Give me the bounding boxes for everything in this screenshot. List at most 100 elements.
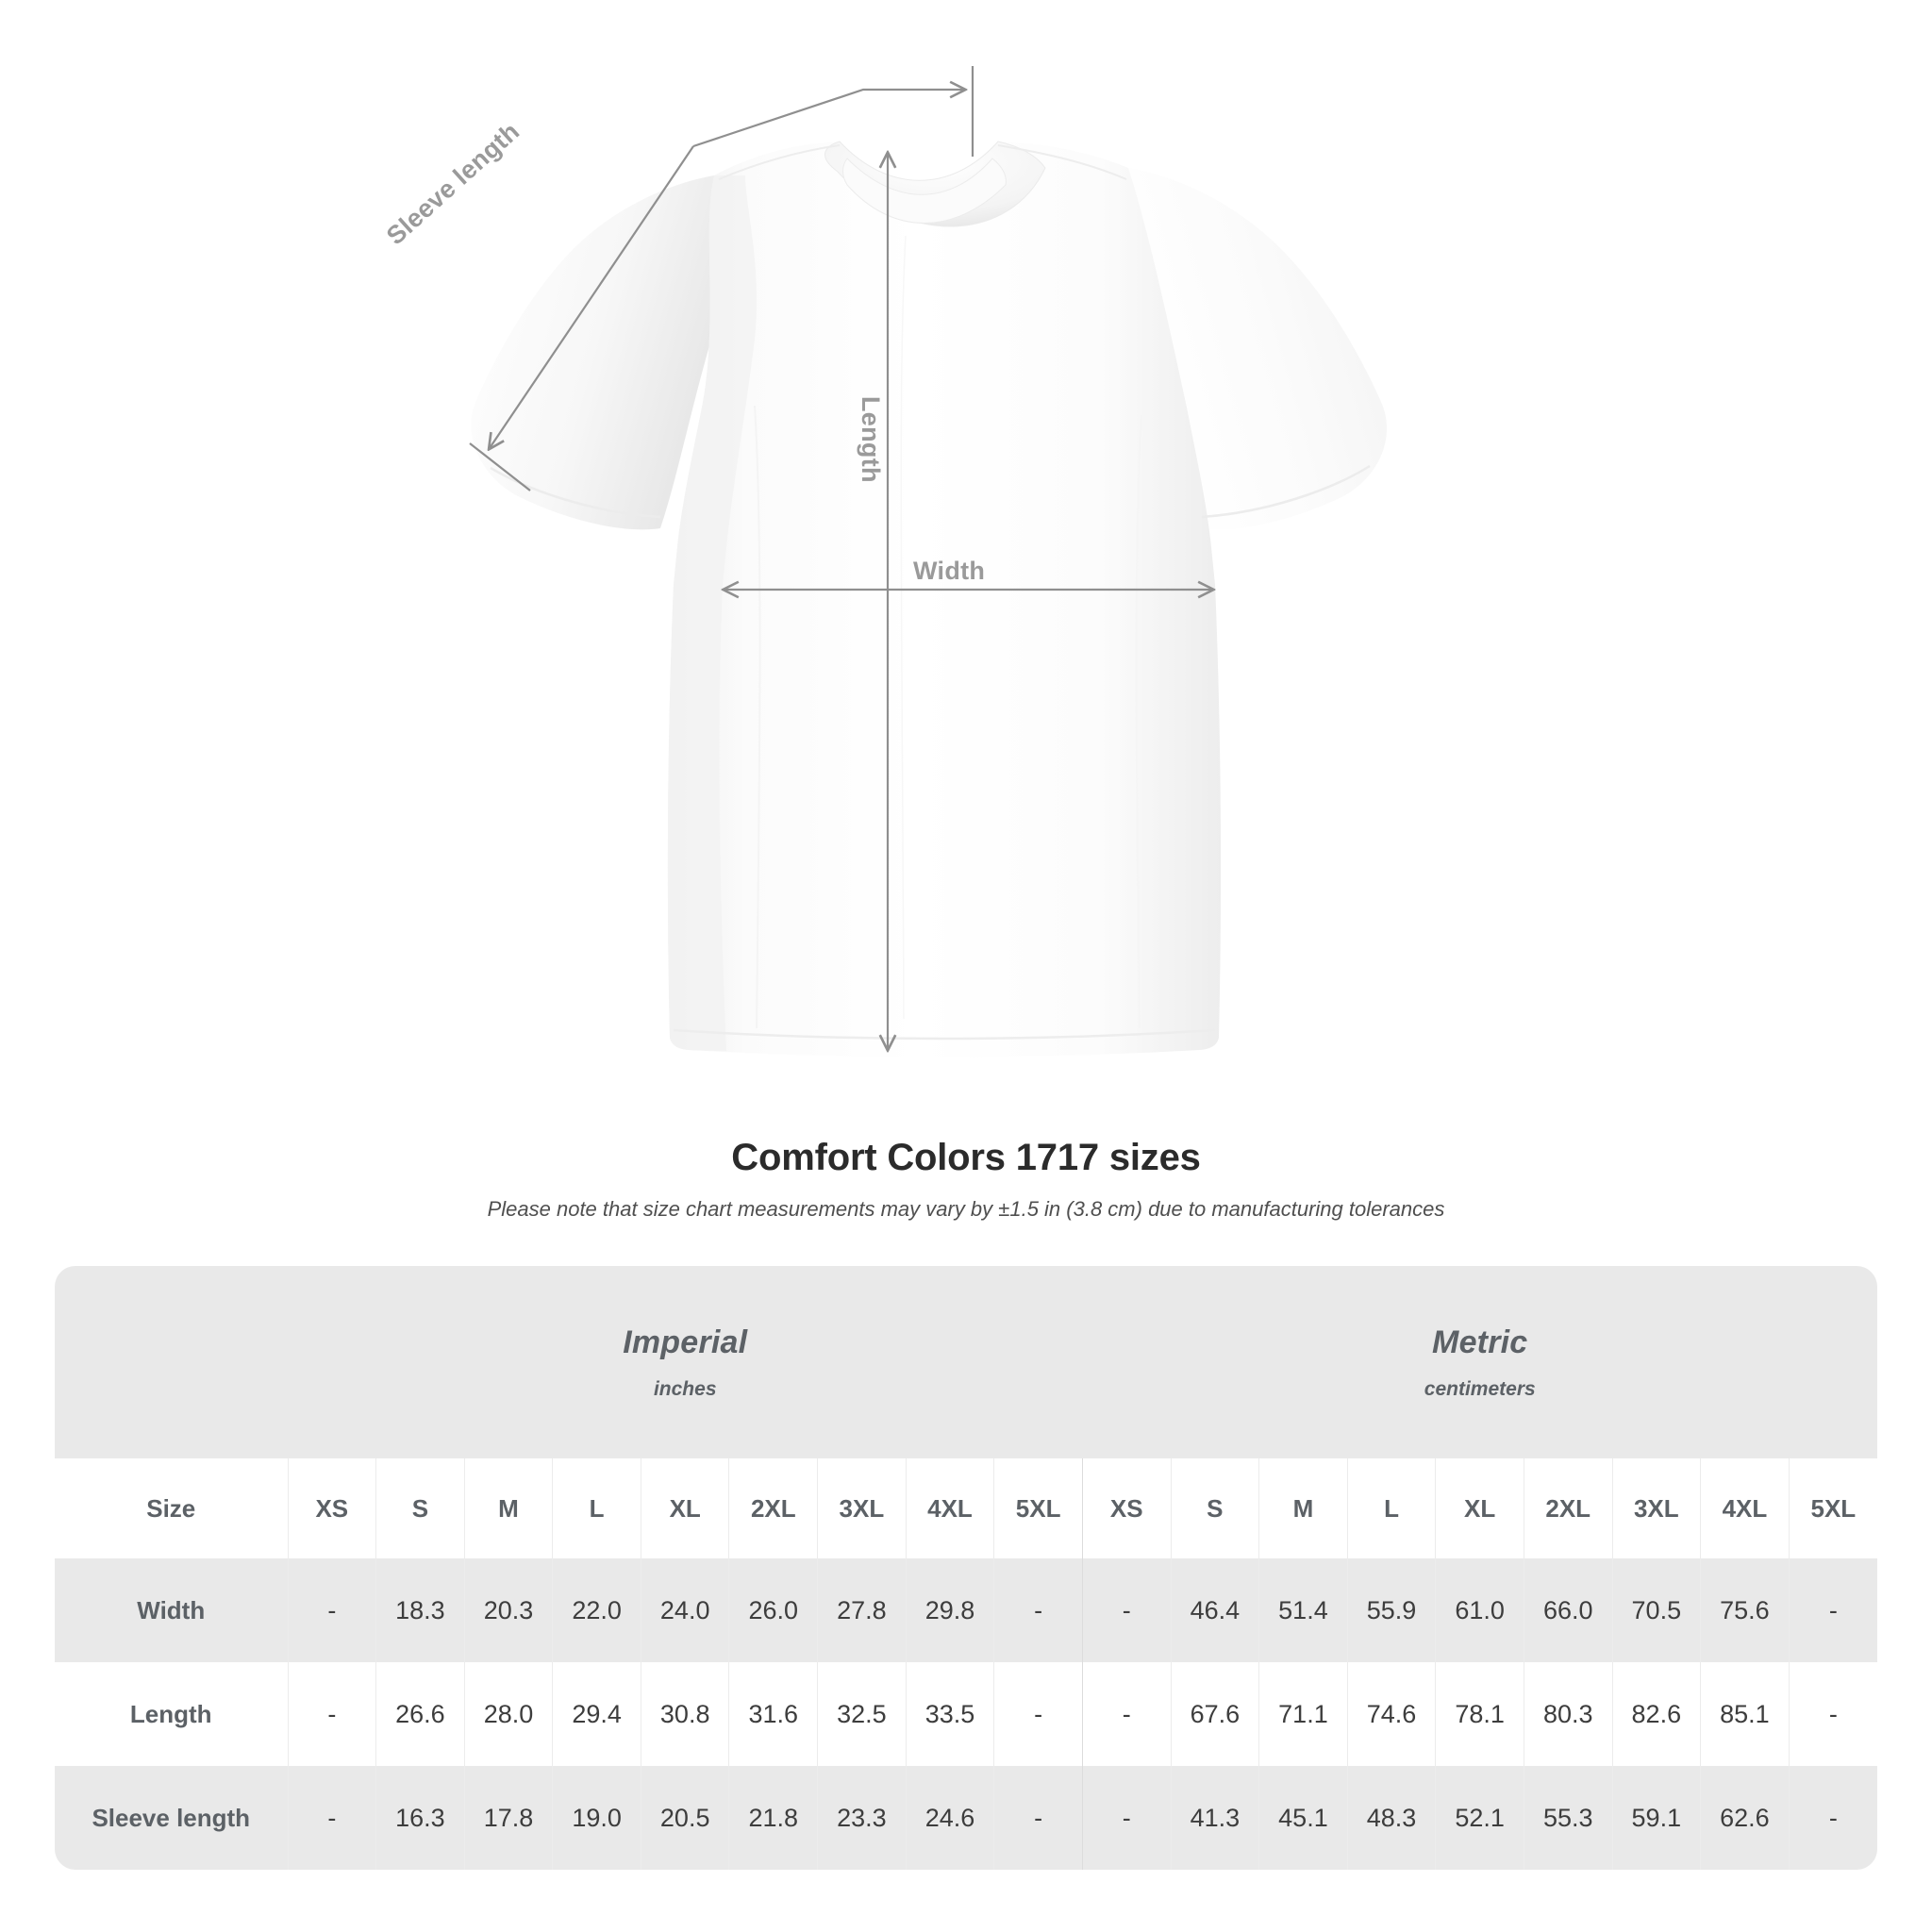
sleeve-dimension-line [490, 145, 694, 448]
shoulder-reference-line [692, 90, 964, 148]
cell-sleeve-length-metric-l: 48.3 [1346, 1766, 1436, 1870]
table-row: Sleeve length -16.3 17.8 19.0 20.5 21.8 23.3 24… [55, 1766, 1877, 1870]
body-shading-left [667, 175, 758, 1051]
size-header-metric-3xl: 3XL [1611, 1458, 1701, 1558]
size-header-metric-s: S [1170, 1458, 1259, 1558]
fold-1 [754, 405, 761, 1029]
unit-header-spacer [55, 1266, 289, 1458]
fold-2 [1135, 414, 1142, 1029]
cell-length-metric-xs: - [1081, 1662, 1172, 1766]
unit-imperial-name: Imperial [623, 1324, 748, 1360]
tolerance-note: Please note that size chart measurements… [487, 1197, 1445, 1221]
cell-length-metric-xl: 78.1 [1435, 1662, 1524, 1766]
cell-width-metric-5xl: - [1788, 1558, 1877, 1662]
row-label-sleeve-length: Sleeve length [55, 1766, 289, 1870]
size-header-imperial-5xl: 5XL [993, 1458, 1083, 1558]
size-table-head: Imperial inches Metric centimeters Size … [55, 1266, 1877, 1558]
cell-width-metric-xl: 61.0 [1435, 1558, 1524, 1662]
right-shoulder-seam [997, 144, 1127, 180]
size-header-metric-xs: XS [1081, 1458, 1172, 1558]
chart-caption: Comfort Colors 1717 sizes Please note th… [0, 1137, 1932, 1222]
cell-sleeve-length-imperial-m: 17.8 [463, 1766, 553, 1870]
width-label: Width [913, 557, 986, 585]
size-header-metric-5xl: 5XL [1788, 1458, 1877, 1558]
cell-width-imperial-3xl: 27.8 [817, 1558, 907, 1662]
cell-sleeve-length-imperial-5xl: - [993, 1766, 1083, 1870]
bottom-hem [673, 1028, 1216, 1041]
cell-length-metric-l: 74.6 [1346, 1662, 1436, 1766]
cell-sleeve-length-metric-s: 41.3 [1170, 1766, 1259, 1870]
tshirt-illustration: Sleeve length Length Width [381, 66, 1388, 1058]
size-header-metric-4xl: 4XL [1700, 1458, 1790, 1558]
size-table: Imperial inches Metric centimeters Size … [55, 1266, 1877, 1870]
cell-sleeve-length-metric-5xl: - [1788, 1766, 1877, 1870]
left-sleeve-hem [490, 466, 661, 519]
unit-metric-sub: centimeters [1424, 1377, 1536, 1400]
cell-sleeve-length-imperial-2xl: 21.8 [728, 1766, 818, 1870]
cell-width-metric-xs: - [1081, 1558, 1172, 1662]
size-header-row: Size XS S M L XL 2XL 3XL 4XL 5XL XS S M L XL 2XL 3XL 4XL… [55, 1458, 1877, 1558]
cell-width-imperial-2xl: 26.0 [728, 1558, 818, 1662]
unit-metric-name: Metric [1432, 1324, 1528, 1360]
size-header-imperial-3xl: 3XL [817, 1458, 907, 1558]
cell-length-imperial-2xl: 31.6 [728, 1662, 818, 1766]
cell-width-imperial-s: 18.3 [375, 1558, 465, 1662]
size-header-metric-2xl: 2XL [1523, 1458, 1613, 1558]
cell-sleeve-length-metric-xs: - [1081, 1766, 1172, 1870]
length-label: Length [857, 396, 885, 483]
cell-width-imperial-xl: 24.0 [640, 1558, 729, 1662]
row-label-width: Width [55, 1558, 289, 1662]
cell-width-imperial-m: 20.3 [463, 1558, 553, 1662]
cell-width-imperial-xs: - [287, 1558, 376, 1662]
cell-sleeve-length-imperial-4xl: 24.6 [905, 1766, 994, 1870]
cell-sleeve-length-metric-2xl: 55.3 [1523, 1766, 1613, 1870]
cell-length-metric-5xl: - [1788, 1662, 1877, 1766]
cell-width-metric-l: 55.9 [1346, 1558, 1436, 1662]
cell-width-metric-s: 46.4 [1170, 1558, 1259, 1662]
unit-imperial-sub: inches [653, 1377, 717, 1400]
cell-sleeve-length-imperial-l: 19.0 [552, 1766, 641, 1870]
table-row: Length -26.6 28.0 29.4 30.8 31.6 32.5 33.5- -67.… [55, 1662, 1877, 1766]
cell-sleeve-length-imperial-3xl: 23.3 [817, 1766, 907, 1870]
right-sleeve-hem [1201, 464, 1371, 519]
tshirt-diagram-svg [469, 66, 1388, 1058]
table-row: Width -18.3 20.3 22.0 24.0 26.0 27.8 29.8- -46.4… [55, 1558, 1877, 1662]
row-label-length: Length [55, 1662, 289, 1766]
cell-length-imperial-xs: - [287, 1662, 376, 1766]
size-header-imperial-xl: XL [640, 1458, 729, 1558]
cell-sleeve-length-imperial-xl: 20.5 [640, 1766, 729, 1870]
unit-group-metric: Metric centimeters [1082, 1266, 1877, 1458]
size-header-imperial-4xl: 4XL [905, 1458, 994, 1558]
size-header-metric-xl: XL [1435, 1458, 1524, 1558]
cell-length-metric-3xl: 82.6 [1611, 1662, 1701, 1766]
cell-length-metric-m: 71.1 [1258, 1662, 1348, 1766]
cell-length-metric-s: 67.6 [1170, 1662, 1259, 1766]
cell-length-imperial-m: 28.0 [463, 1662, 553, 1766]
size-header-imperial-l: L [552, 1458, 641, 1558]
unit-header-row: Imperial inches Metric centimeters [55, 1266, 1877, 1458]
cell-length-imperial-3xl: 32.5 [817, 1662, 907, 1766]
size-column-header: Size [55, 1458, 289, 1558]
size-header-metric-m: M [1258, 1458, 1348, 1558]
fold-3 [900, 235, 907, 1020]
left-sleeve [471, 175, 717, 530]
size-header-imperial-s: S [375, 1458, 465, 1558]
cell-length-imperial-5xl: - [993, 1662, 1083, 1766]
size-header-imperial-xs: XS [287, 1458, 376, 1558]
tshirt-shape [471, 141, 1388, 1058]
body [667, 142, 1222, 1058]
cell-length-metric-2xl: 80.3 [1523, 1662, 1613, 1766]
size-header-metric-l: L [1346, 1458, 1436, 1558]
cell-width-imperial-5xl: - [993, 1558, 1083, 1662]
cell-width-metric-3xl: 70.5 [1611, 1558, 1701, 1662]
cell-width-metric-m: 51.4 [1258, 1558, 1348, 1662]
cell-length-imperial-4xl: 33.5 [905, 1662, 994, 1766]
cell-sleeve-length-metric-xl: 52.1 [1435, 1766, 1524, 1870]
cell-length-metric-4xl: 85.1 [1700, 1662, 1790, 1766]
cell-sleeve-length-metric-4xl: 62.6 [1700, 1766, 1790, 1870]
cell-width-imperial-l: 22.0 [552, 1558, 641, 1662]
sleeve-hem-tick [469, 442, 531, 491]
dimension-lines [469, 66, 1212, 1049]
cell-width-metric-4xl: 75.6 [1700, 1558, 1790, 1662]
